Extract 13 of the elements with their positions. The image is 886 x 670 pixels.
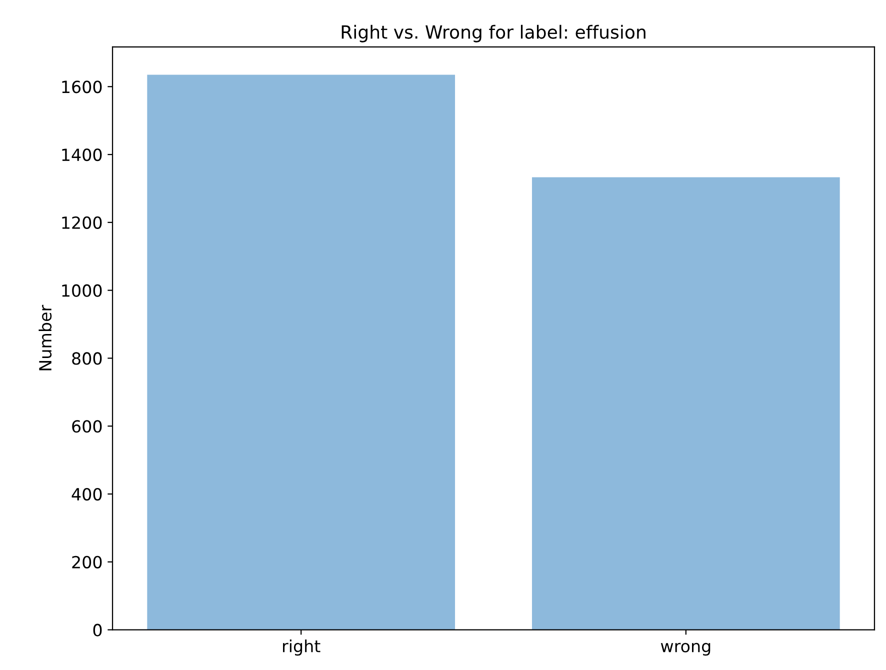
x-tick-label: wrong: [660, 642, 710, 656]
y-tick-label: 0: [93, 624, 102, 636]
x-tick-label: right: [283, 640, 320, 656]
y-tick-label: 1000: [62, 284, 102, 297]
y-tick-label: 1200: [62, 216, 102, 229]
y-tick-label: 200: [72, 556, 102, 568]
chart-title: Right vs. Wrong for label: effusion: [342, 24, 646, 42]
y-axis-title: Number: [38, 304, 52, 370]
y-tick-label: 800: [72, 352, 102, 365]
y-tick-label: 1600: [62, 80, 102, 94]
y-tick-label: 400: [72, 488, 102, 501]
y-tick-label: 600: [72, 420, 102, 433]
y-tick-label: 1400: [62, 148, 102, 162]
